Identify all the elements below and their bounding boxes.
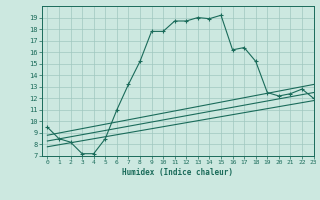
X-axis label: Humidex (Indice chaleur): Humidex (Indice chaleur) (122, 168, 233, 177)
